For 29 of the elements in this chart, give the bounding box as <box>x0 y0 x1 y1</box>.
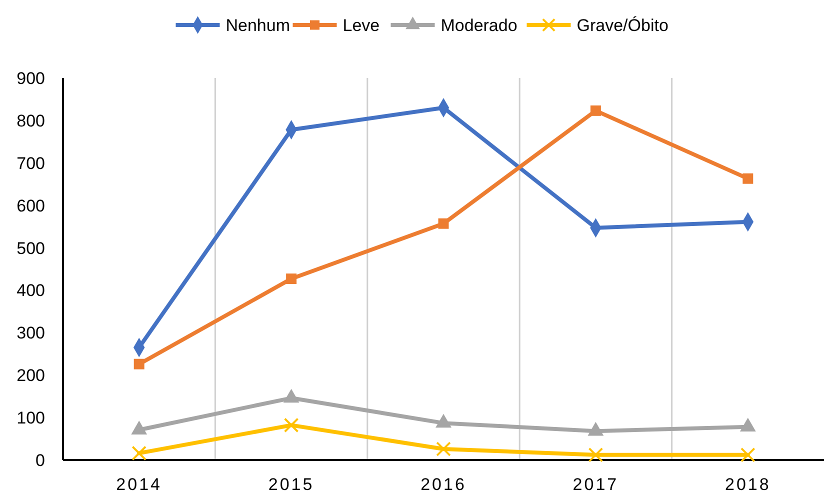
y-tick-label: 700 <box>16 154 45 173</box>
y-tick-label: 900 <box>16 69 45 88</box>
point <box>134 358 144 370</box>
y-tick-label: 600 <box>16 196 45 216</box>
x-tick-label: 2018 <box>724 475 771 494</box>
x-tick-label: 2017 <box>572 475 619 494</box>
legend-label: Nenhum <box>226 16 290 35</box>
legend-label: Leve <box>342 16 380 35</box>
point <box>438 218 449 229</box>
point <box>284 418 299 433</box>
point <box>436 442 451 456</box>
y-tick-label: 500 <box>16 238 45 258</box>
y-tick-label: 300 <box>16 324 45 343</box>
point <box>132 446 147 461</box>
point <box>740 447 756 462</box>
x-tick-label: 2014 <box>116 475 162 494</box>
y-tick-label: 0 <box>36 451 45 470</box>
point <box>742 173 754 184</box>
point <box>590 105 601 116</box>
legend-label: Moderado <box>440 16 518 35</box>
y-tick-label: 200 <box>16 366 45 386</box>
y-tick-label: 100 <box>16 408 45 428</box>
x-tick-label: 2016 <box>420 475 466 494</box>
point <box>286 274 297 284</box>
y-tick-label: 400 <box>16 281 45 300</box>
y-tick-label: 800 <box>16 111 45 130</box>
x-tick-label: 2015 <box>268 475 314 494</box>
point <box>588 447 604 462</box>
legend-label: Grave/Óbito <box>576 16 668 35</box>
